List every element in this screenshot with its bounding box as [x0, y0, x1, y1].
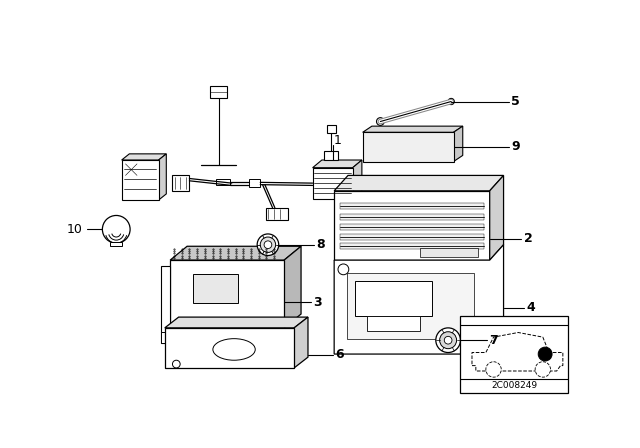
Bar — [170, 260, 284, 328]
Bar — [250, 179, 260, 187]
Polygon shape — [348, 273, 474, 339]
Text: 5: 5 — [511, 95, 520, 108]
Bar — [161, 332, 170, 343]
Circle shape — [448, 99, 454, 104]
Bar — [327, 125, 337, 133]
Bar — [266, 208, 288, 220]
Bar — [340, 234, 484, 240]
Bar — [420, 248, 478, 257]
Bar — [122, 160, 159, 200]
Bar — [340, 203, 484, 209]
Bar — [340, 224, 484, 230]
Polygon shape — [312, 160, 362, 168]
Circle shape — [264, 241, 272, 249]
Bar — [110, 241, 122, 246]
Text: 9: 9 — [511, 140, 520, 153]
Circle shape — [538, 347, 552, 361]
Bar — [164, 328, 294, 368]
Bar — [312, 168, 353, 198]
Text: 4: 4 — [527, 302, 536, 314]
Polygon shape — [170, 246, 301, 260]
Text: 7: 7 — [489, 334, 498, 347]
Bar — [340, 243, 484, 250]
Circle shape — [338, 264, 349, 275]
Text: 3: 3 — [314, 296, 322, 309]
Text: 6: 6 — [335, 349, 344, 362]
Circle shape — [102, 215, 130, 243]
Text: 2: 2 — [524, 232, 532, 245]
Text: 2C008249: 2C008249 — [492, 381, 538, 390]
Polygon shape — [363, 126, 463, 132]
Polygon shape — [164, 317, 308, 328]
Ellipse shape — [213, 339, 255, 360]
Bar — [367, 315, 420, 331]
Bar — [193, 274, 238, 303]
Text: 10: 10 — [66, 223, 82, 236]
Bar — [216, 179, 230, 185]
Bar — [210, 86, 227, 99]
Polygon shape — [454, 126, 463, 162]
Polygon shape — [284, 246, 301, 328]
Circle shape — [257, 234, 279, 255]
Polygon shape — [334, 245, 504, 354]
Circle shape — [473, 341, 484, 352]
Text: 8: 8 — [316, 238, 325, 251]
Bar — [340, 214, 484, 220]
Circle shape — [486, 362, 501, 377]
Polygon shape — [334, 176, 504, 191]
Polygon shape — [472, 332, 563, 371]
Polygon shape — [490, 176, 504, 260]
Polygon shape — [161, 266, 170, 343]
Polygon shape — [122, 154, 166, 160]
Bar — [355, 281, 432, 315]
Bar — [363, 132, 454, 162]
Polygon shape — [294, 317, 308, 368]
Circle shape — [535, 362, 550, 377]
Circle shape — [436, 328, 460, 353]
Polygon shape — [159, 154, 166, 200]
Text: 1: 1 — [334, 134, 342, 147]
Circle shape — [172, 360, 180, 368]
Circle shape — [260, 237, 276, 252]
Bar — [460, 315, 568, 392]
Circle shape — [440, 332, 456, 349]
Bar — [172, 176, 189, 191]
Polygon shape — [353, 160, 362, 198]
Circle shape — [376, 118, 384, 125]
Bar — [324, 151, 338, 160]
Circle shape — [444, 336, 452, 344]
Polygon shape — [334, 191, 490, 260]
